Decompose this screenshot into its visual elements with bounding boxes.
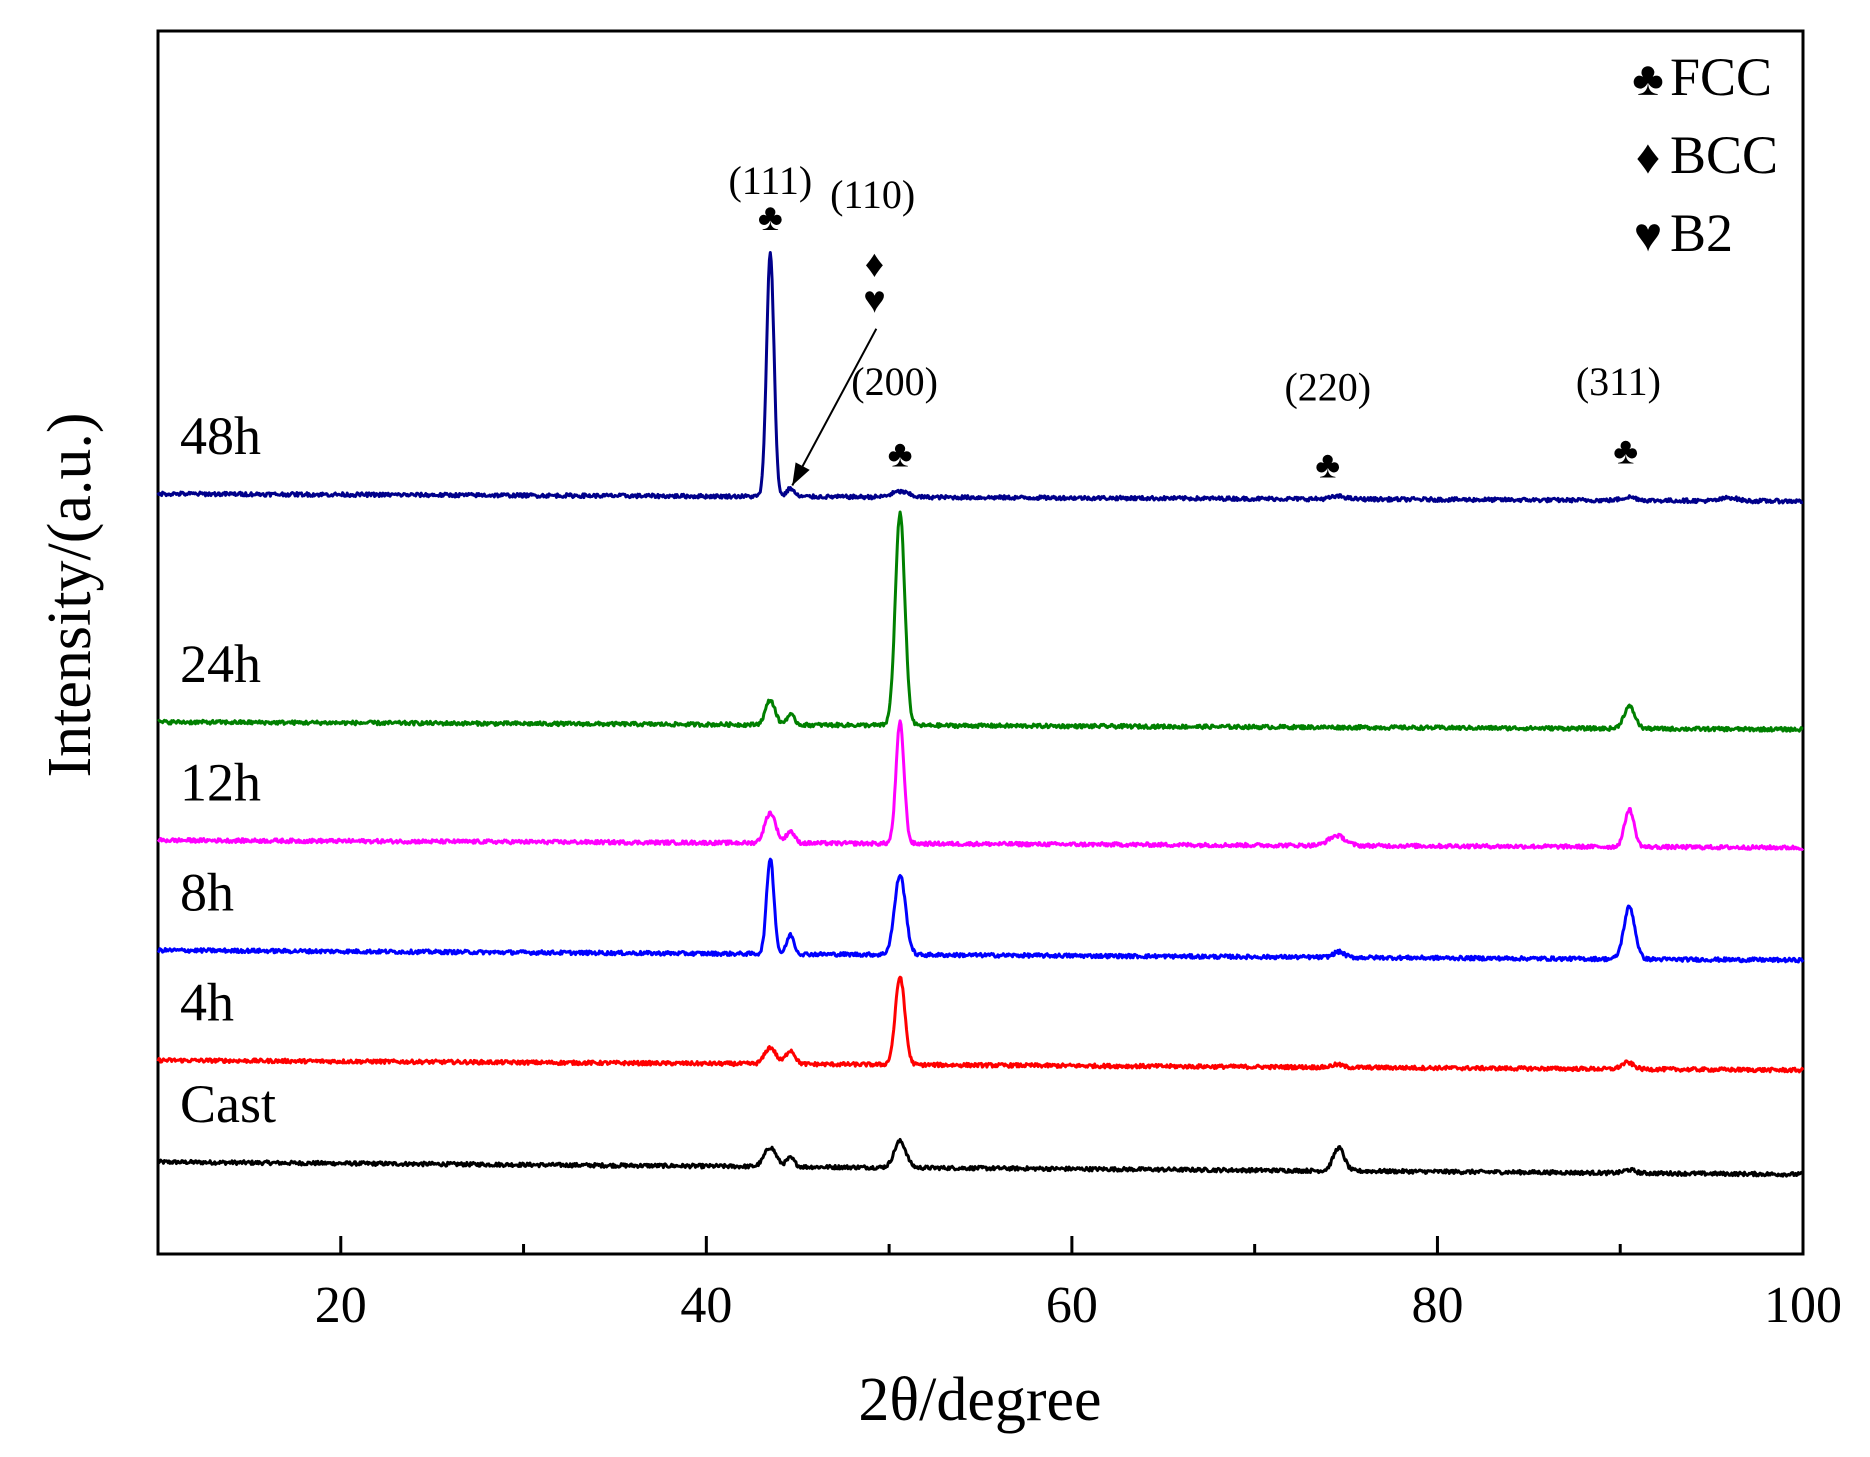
x-axis-title: 2θ/degree: [858, 1366, 1101, 1434]
series-label-cast: Cast: [180, 1074, 276, 1134]
series-label-12h: 12h: [180, 752, 261, 812]
legend-symbol: ♣: [1632, 53, 1664, 106]
plane-index-label: (111): [728, 158, 812, 203]
legend-label-b2: B2: [1670, 203, 1733, 263]
series-label-4h: 4h: [180, 972, 234, 1032]
series-line-8h: [156, 857, 1805, 964]
plane-index-label: (200): [851, 359, 938, 404]
phase-marker: ♣: [758, 197, 783, 239]
y-axis-title: Intensity/(a.u.): [36, 412, 104, 777]
series-label-8h: 8h: [180, 862, 234, 922]
plane-index-label: (311): [1576, 359, 1661, 404]
legend-symbol: ♥: [1634, 209, 1663, 262]
x-tick-label: 100: [1764, 1277, 1842, 1334]
series-label-48h: 48h: [180, 406, 261, 466]
arrow-line: [791, 328, 878, 486]
series-line-24h: [157, 510, 1804, 733]
series-label-24h: 24h: [180, 634, 261, 694]
phase-marker: ♥: [863, 279, 886, 321]
x-tick-label: 20: [315, 1277, 367, 1334]
phase-marker: ♣: [1315, 444, 1340, 486]
x-axis-ticks: 20 40 60 80 100: [315, 1236, 1842, 1334]
legend-symbol: ♦: [1636, 131, 1661, 184]
series-labels: Cast 4h 8h 12h 24h 48h: [180, 406, 276, 1134]
series-line-cast: [156, 1137, 1804, 1178]
plane-index-label: (220): [1284, 364, 1371, 409]
series-line-4h: [156, 975, 1805, 1074]
phase-marker: ♣: [888, 433, 913, 475]
series-line-12h: [156, 719, 1805, 851]
x-tick-label: 40: [680, 1277, 732, 1334]
plane-index-label: (110): [830, 172, 915, 217]
legend-label-fcc: FCC: [1670, 47, 1772, 107]
series-line-48h: [156, 251, 1804, 505]
plot-frame: [156, 29, 1805, 1256]
x-tick-label: 60: [1046, 1277, 1098, 1334]
arrow-head: [792, 462, 810, 486]
legend: ♣ FCC♦ BCC♥ B2: [1632, 47, 1778, 263]
x-tick-label: 80: [1411, 1277, 1463, 1334]
phase-marker: ♣: [1613, 431, 1638, 473]
legend-label-bcc: BCC: [1670, 125, 1778, 185]
series-group: [156, 251, 1805, 1178]
phase-marker: ♦: [865, 244, 884, 286]
peak-annotations: (111)♣(110)♦♥(200)♣(220)♣(311)♣: [728, 158, 1661, 486]
